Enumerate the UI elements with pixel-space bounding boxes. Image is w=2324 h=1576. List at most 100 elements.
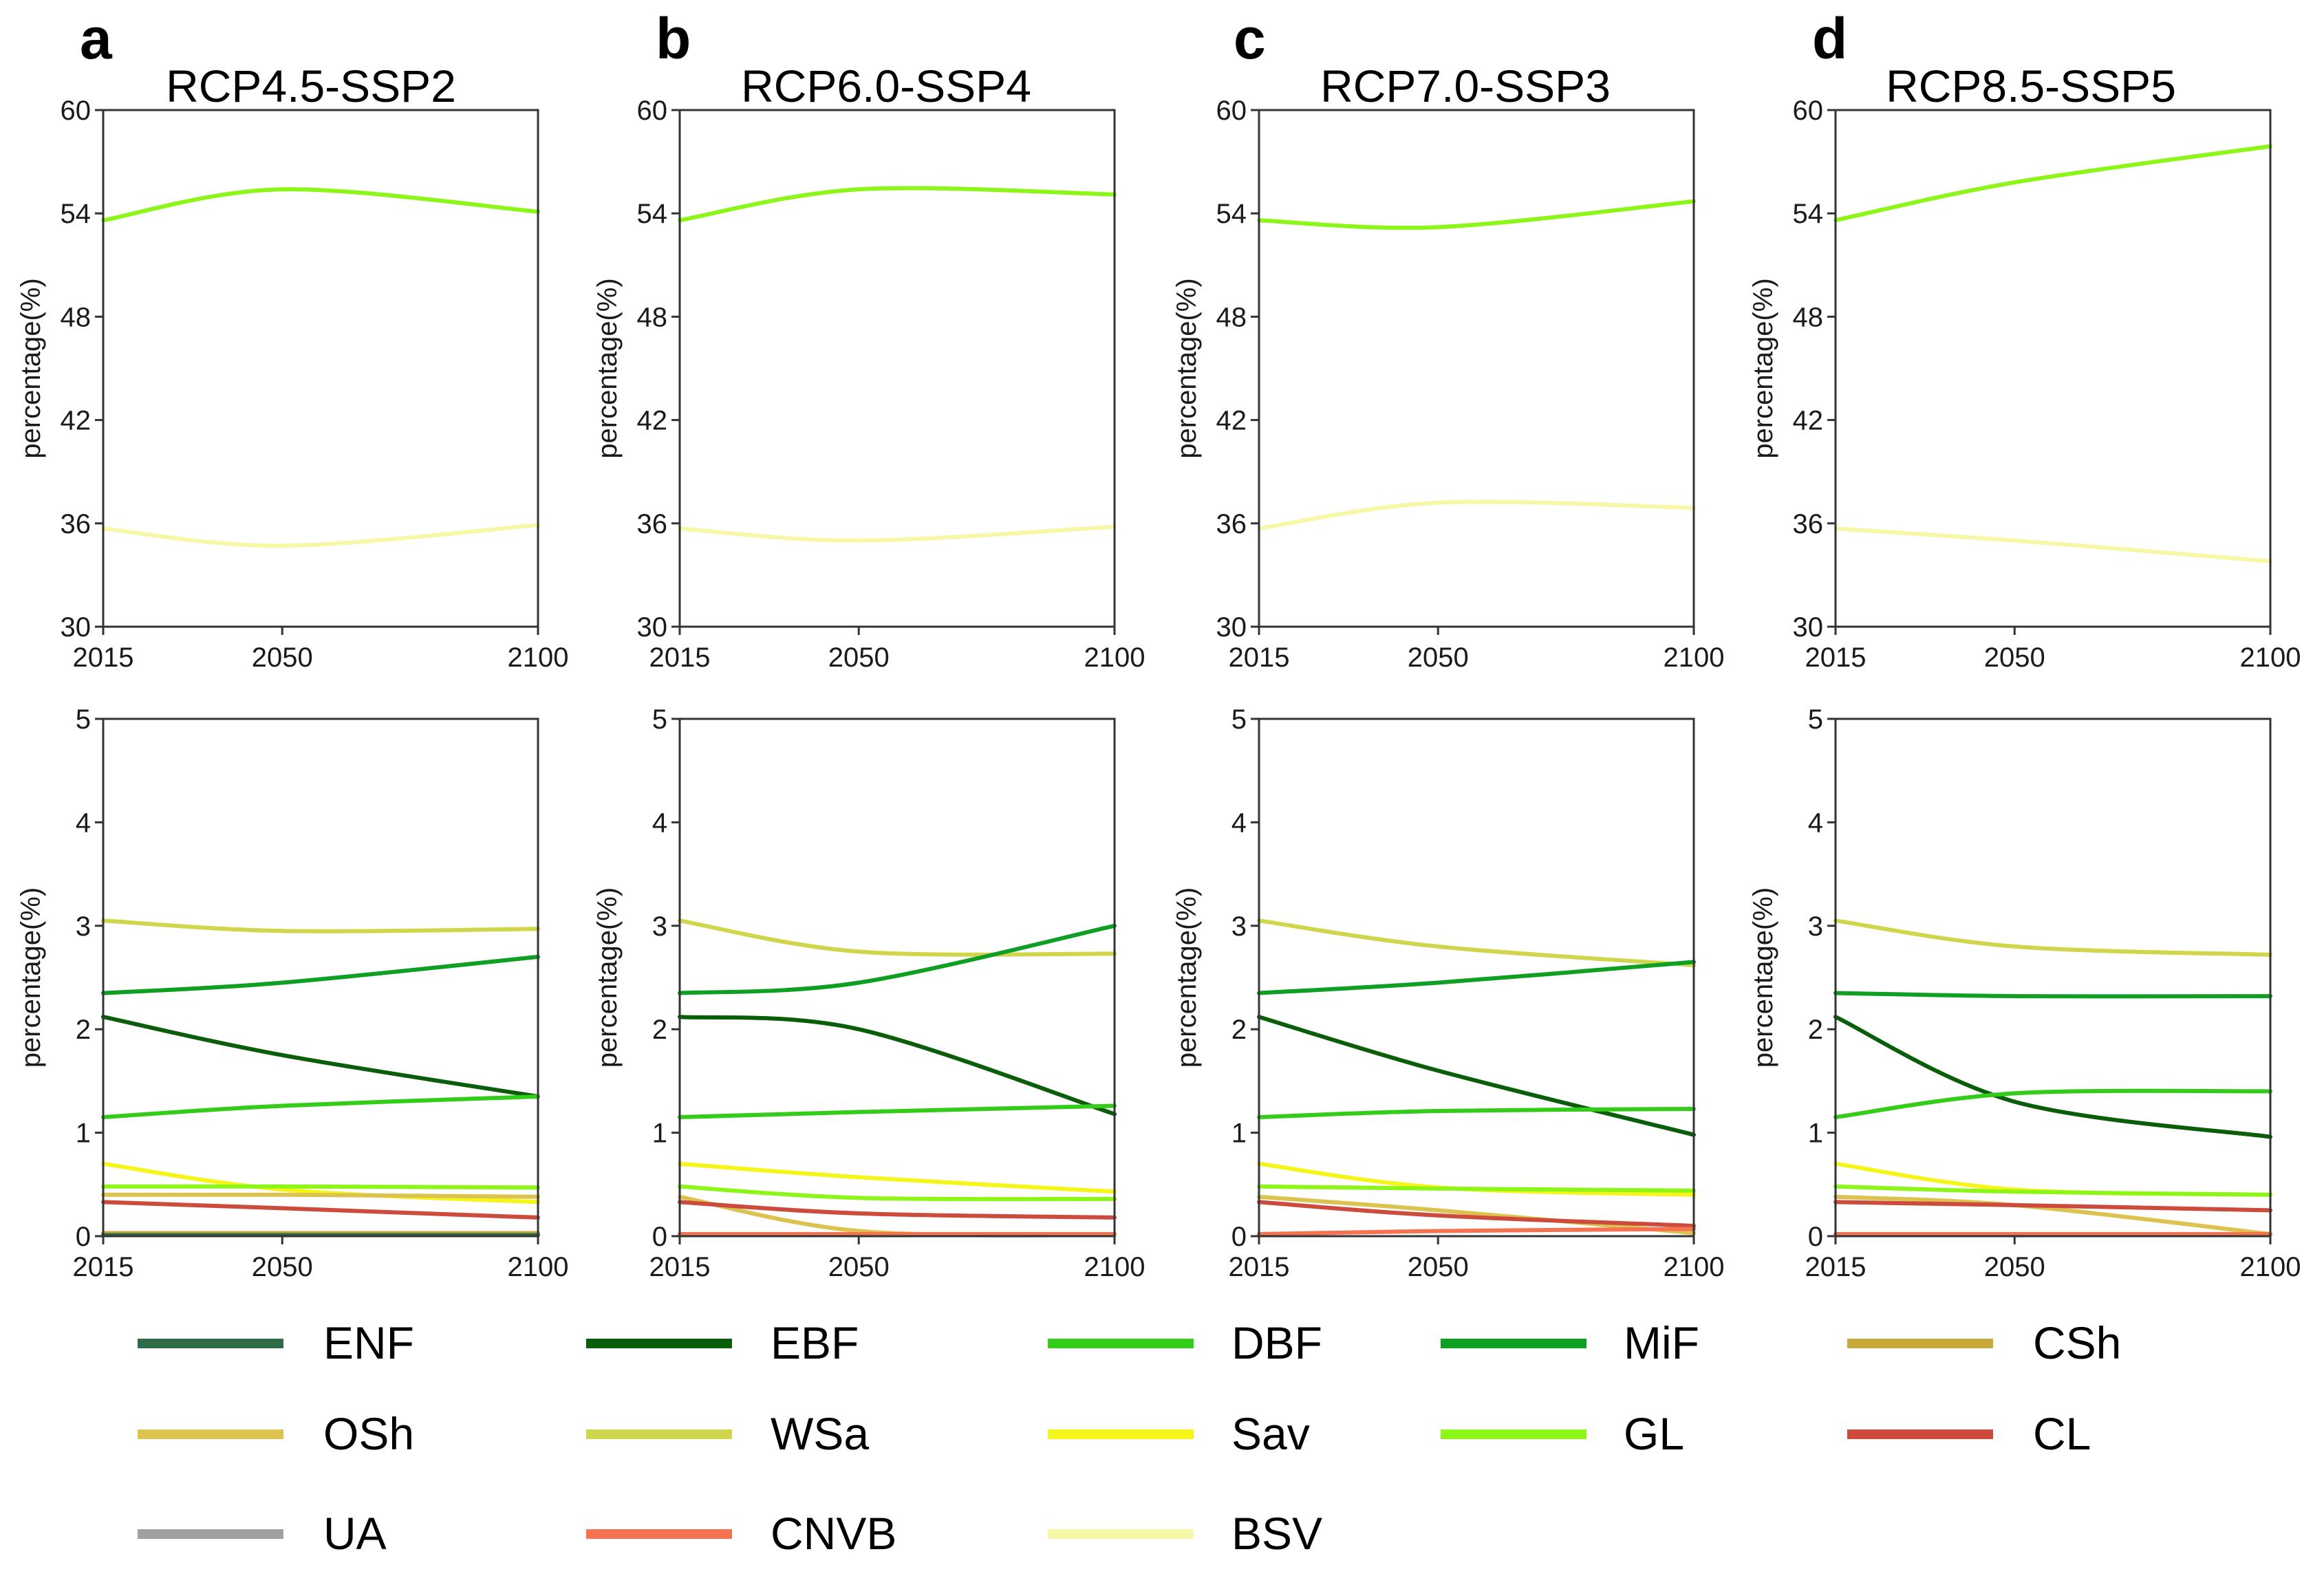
series-line-mif <box>1833 991 2272 999</box>
series-line-gl <box>101 1184 540 1190</box>
y-tick-label: 30 <box>61 612 92 643</box>
series-line-ebf <box>1257 1015 1696 1137</box>
y-tick-label: 36 <box>1793 509 1824 539</box>
series-line-cnvb <box>1257 1227 1696 1236</box>
y-tick-label: 54 <box>1793 199 1824 229</box>
panel-letter: c <box>1234 6 1266 71</box>
y-tick-label: 4 <box>1808 808 1823 838</box>
x-tick-label: 2015 <box>1805 643 1866 673</box>
y-axis-label: percentage(%) <box>1172 887 1202 1068</box>
series-line-mif <box>1257 960 1696 995</box>
legend-item-mif: MiF <box>1441 1317 1699 1368</box>
y-tick-label: 5 <box>652 704 667 735</box>
y-tick-label: 2 <box>1231 1015 1247 1045</box>
legend-label-cl: CL <box>2033 1408 2091 1459</box>
x-tick-label: 2050 <box>1984 1252 2045 1282</box>
series-line-gl <box>1257 1184 1696 1193</box>
legend-label-wsa: WSa <box>771 1408 869 1459</box>
series-line-osh <box>101 1192 540 1199</box>
y-tick-label: 1 <box>1808 1119 1823 1149</box>
legend-label-sav: Sav <box>1231 1408 1310 1459</box>
series-line-cl <box>1257 1200 1696 1228</box>
y-axis-label: percentage(%) <box>592 887 623 1068</box>
y-tick-label: 54 <box>637 199 668 229</box>
y-tick-label: 54 <box>61 199 92 229</box>
y-axis-label: percentage(%) <box>1748 278 1778 458</box>
x-tick-label: 2100 <box>1084 1252 1145 1282</box>
y-tick-label: 42 <box>61 406 92 436</box>
y-tick-label: 60 <box>637 96 668 126</box>
legend-label-enf: ENF <box>323 1317 414 1368</box>
legend-item-dbf: DBF <box>1048 1317 1322 1368</box>
legend-item-wsa: WSa <box>586 1408 869 1459</box>
y-axis-label: percentage(%) <box>1748 887 1778 1068</box>
series-line-wsa <box>1257 918 1696 967</box>
plot-frame <box>678 717 1116 1238</box>
series-line-gl <box>1833 144 2272 223</box>
legend-item-cl: CL <box>1847 1408 2091 1459</box>
series-line-sav <box>678 1161 1117 1194</box>
y-tick-label: 5 <box>76 704 91 735</box>
legend-label-bsv: BSV <box>1231 1508 1322 1559</box>
panel-letter: b <box>656 6 691 71</box>
series-line-wsa <box>101 918 540 933</box>
y-tick-label: 5 <box>1808 704 1823 735</box>
legend-item-sav: Sav <box>1048 1408 1310 1459</box>
x-tick-label: 2015 <box>73 1252 134 1282</box>
series-line-ebf <box>101 1015 540 1099</box>
y-tick-label: 42 <box>1793 406 1824 436</box>
y-tick-label: 2 <box>1808 1015 1823 1045</box>
series-line-gl <box>101 187 540 223</box>
legend-item-osh: OSh <box>138 1408 414 1459</box>
y-tick-label: 3 <box>76 911 91 942</box>
panel-letter: a <box>80 6 113 71</box>
series-line-cl <box>1833 1200 2272 1213</box>
series-line-cl <box>678 1200 1117 1220</box>
legend-label-ua: UA <box>323 1508 387 1559</box>
y-axis-label: percentage(%) <box>1172 278 1202 458</box>
series-line-mif <box>678 923 1117 995</box>
y-tick-label: 48 <box>1793 302 1824 332</box>
legend-label-ebf: EBF <box>771 1317 859 1368</box>
x-tick-label: 2050 <box>252 643 313 673</box>
y-tick-label: 42 <box>637 406 668 436</box>
x-tick-label: 2100 <box>508 1252 569 1282</box>
x-tick-label: 2100 <box>1664 1252 1725 1282</box>
chart-b-top: 30 36 42 48 54 60 2015 2050 2100 percentage(%) b RC… <box>592 6 1145 673</box>
x-tick-label: 2050 <box>828 643 890 673</box>
chart-d-top: 30 36 42 48 54 60 2015 2050 2100 percentage(%) d RC… <box>1748 6 2301 673</box>
panel-title: RCP7.0-SSP3 <box>1320 61 1611 111</box>
y-tick-label: 36 <box>1216 509 1247 539</box>
y-axis-label: percentage(%) <box>16 278 46 458</box>
series-line-wsa <box>1833 918 2272 957</box>
legend-item-cnvb: CNVB <box>586 1508 896 1559</box>
series-line-dbf <box>1833 1088 2272 1119</box>
y-tick-label: 2 <box>652 1015 667 1045</box>
y-tick-label: 1 <box>1231 1119 1247 1149</box>
legend-label-gl: GL <box>1624 1408 1684 1459</box>
plot-frame <box>1258 717 1695 1238</box>
plot-frame <box>102 109 539 628</box>
x-tick-label: 2050 <box>828 1252 890 1282</box>
chart-b-bottom: 0 1 2 3 4 5 2015 2050 2100 percentage(%) <box>592 704 1145 1282</box>
series-line-bsv <box>1257 499 1696 531</box>
y-tick-label: 36 <box>637 509 668 539</box>
series-line-wsa <box>678 918 1117 957</box>
series-line-bsv <box>1833 526 2272 563</box>
plot-frame <box>1834 717 2272 1238</box>
series-line-gl <box>678 1184 1117 1202</box>
x-tick-label: 2100 <box>1084 643 1145 673</box>
x-tick-label: 2015 <box>1229 643 1290 673</box>
legend-label-osh: OSh <box>323 1408 414 1459</box>
series-line-sav <box>101 1161 540 1205</box>
x-tick-label: 2050 <box>252 1252 313 1282</box>
plot-frame <box>102 717 539 1238</box>
y-tick-label: 4 <box>76 808 91 838</box>
y-tick-label: 60 <box>61 96 92 126</box>
plot-frame <box>1834 109 2272 628</box>
y-tick-label: 0 <box>1808 1222 1823 1252</box>
y-tick-label: 48 <box>637 302 668 332</box>
y-tick-label: 2 <box>76 1015 91 1045</box>
y-tick-label: 42 <box>1216 406 1247 436</box>
